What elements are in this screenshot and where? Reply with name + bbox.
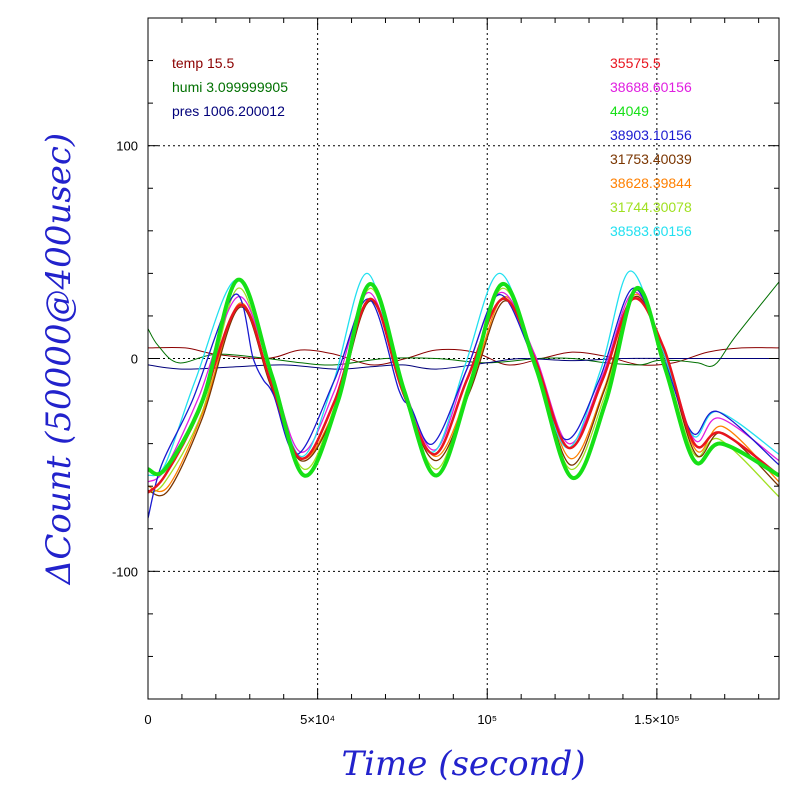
series-legend-entry: 38903.10156 (610, 127, 692, 143)
series-lines (148, 270, 779, 519)
x-tick-label: 1.5×10⁵ (634, 712, 680, 727)
y-tick-label: 0 (131, 352, 138, 367)
x-tick-label: 5×10⁴ (300, 712, 335, 727)
series-legend-entry: 38688.60156 (610, 79, 692, 95)
series-line-38628-39844 (148, 293, 779, 493)
series-legend-entry: 44049 (610, 103, 649, 119)
y-tick-label: -100 (112, 564, 138, 579)
series-line-31753-40039 (148, 295, 779, 497)
series-legend-entry: 31753.40039 (610, 151, 692, 167)
x-tick-label: 10⁵ (477, 712, 497, 727)
series-line-31744-30078 (148, 287, 779, 498)
env-legend-entry: pres 1006.200012 (172, 103, 285, 119)
series-line-env-8 (148, 346, 779, 366)
y-axis-title: ΔCount (50000@400usec) (39, 133, 79, 586)
env-legend-entry: humi 3.099999905 (172, 79, 288, 95)
x-axis-title: Time (second) (342, 744, 586, 784)
series-legend-entry: 38583.60156 (610, 223, 692, 239)
axis-ticks: 0 5×10⁴ 10⁵ 1.5×10⁵ 100 0 -100 (112, 17, 779, 727)
legend: temp 15.5 humi 3.099999905 pres 1006.20001… (172, 55, 692, 239)
series-line-env-10 (148, 357, 779, 370)
y-tick-label: 100 (116, 139, 138, 154)
series-legend-entry: 38628.39844 (610, 175, 692, 191)
series-line-44049 (148, 277, 779, 480)
x-tick-label: 0 (144, 712, 151, 727)
series-line-38583-60156 (148, 270, 779, 477)
series-line-35575-5 (148, 297, 779, 494)
env-legend-entry: temp 15.5 (172, 55, 234, 71)
series-legend-entry: 31744.30078 (610, 199, 692, 215)
series-line-env-9 (148, 281, 779, 367)
series-legend-entry: 35575.5 (610, 55, 661, 71)
